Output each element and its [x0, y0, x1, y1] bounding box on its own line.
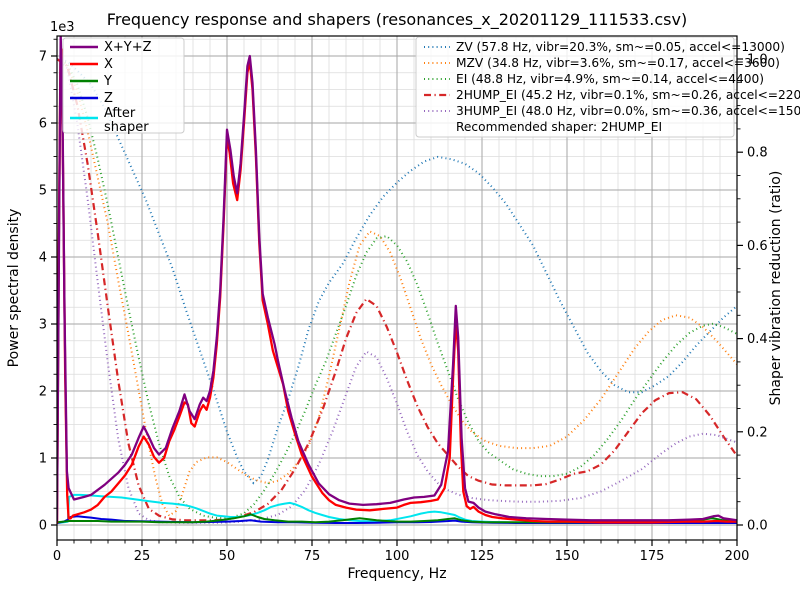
- left-tick-label: 4: [39, 251, 47, 266]
- right-tick-label: 0.4: [747, 332, 768, 347]
- chart-title: Frequency response and shapers (resonanc…: [107, 10, 687, 30]
- left-tick-label: 2: [39, 385, 47, 400]
- legend-psd-label: X+Y+Z: [104, 40, 152, 55]
- axes-layer: 0 25 50 75 100 125 150 175 200 0 1 2 3 4 5 6 7 0.0 0.2 0.4 0…: [39, 35, 768, 564]
- series-layer: [57, 36, 737, 524]
- legend-psd-label: Z: [104, 91, 113, 106]
- x-tick-label: 100: [385, 549, 410, 564]
- legend-psd-label: X: [104, 57, 113, 72]
- left-tick-label: 7: [39, 50, 47, 65]
- y-axis-label-left: Power spectral density: [6, 209, 22, 368]
- left-tick-label: 5: [39, 184, 47, 199]
- x-tick-label: 200: [725, 549, 750, 564]
- left-tick-label: 1: [39, 452, 47, 467]
- legend-psd-label: shaper: [104, 120, 149, 135]
- legend-psd-label: Y: [103, 74, 112, 89]
- left-axis-offset-text: 1e3: [50, 20, 75, 35]
- right-tick-label: 0.2: [747, 425, 768, 440]
- legend-shapers: ZV (57.8 Hz, vibr=20.3%, sm~=0.05, accel…: [415, 36, 800, 138]
- y-axis-label-right: Shaper vibration reduction (ratio): [768, 171, 784, 406]
- series-3HUMP_EI: [57, 58, 737, 524]
- right-tick-label: 0.8: [747, 146, 768, 161]
- series-ZV: [57, 58, 737, 485]
- right-tick-label: 0.0: [747, 519, 768, 534]
- legend-shaper-label: ZV (57.8 Hz, vibr=20.3%, sm~=0.05, accel…: [456, 40, 785, 54]
- series-EI: [57, 58, 737, 519]
- x-tick-label: 50: [219, 549, 236, 564]
- left-tick-label: 6: [39, 117, 47, 132]
- series-2HUMP_EI: [57, 58, 737, 522]
- legend-recommended-label: Recommended shaper: 2HUMP_EI: [456, 120, 662, 134]
- right-tick-label: 0.6: [747, 239, 768, 254]
- legend-shaper-label: 3HUMP_EI (48.0 Hz, vibr=0.0%, sm~=0.36, …: [456, 104, 800, 118]
- legend-shaper-label: EI (48.8 Hz, vibr=4.9%, sm~=0.14, accel<…: [456, 72, 764, 86]
- x-axis-label: Frequency, Hz: [347, 566, 446, 582]
- left-tick-label: 0: [39, 519, 47, 534]
- x-tick-label: 25: [134, 549, 151, 564]
- legend-psd-label: After: [104, 106, 136, 121]
- legend-shaper-label: MZV (34.8 Hz, vibr=3.6%, sm~=0.17, accel…: [456, 56, 780, 70]
- x-tick-label: 0: [53, 549, 61, 564]
- right-tick-label: 1.0: [747, 53, 768, 68]
- series-X+Y+Z: [57, 36, 737, 522]
- x-tick-label: 150: [555, 549, 580, 564]
- x-tick-label: 175: [640, 549, 665, 564]
- x-tick-label: 75: [304, 549, 321, 564]
- legend-shaper-label: 2HUMP_EI (45.2 Hz, vibr=0.1%, sm~=0.26, …: [456, 88, 800, 102]
- x-tick-label: 125: [470, 549, 495, 564]
- left-tick-label: 3: [39, 318, 47, 333]
